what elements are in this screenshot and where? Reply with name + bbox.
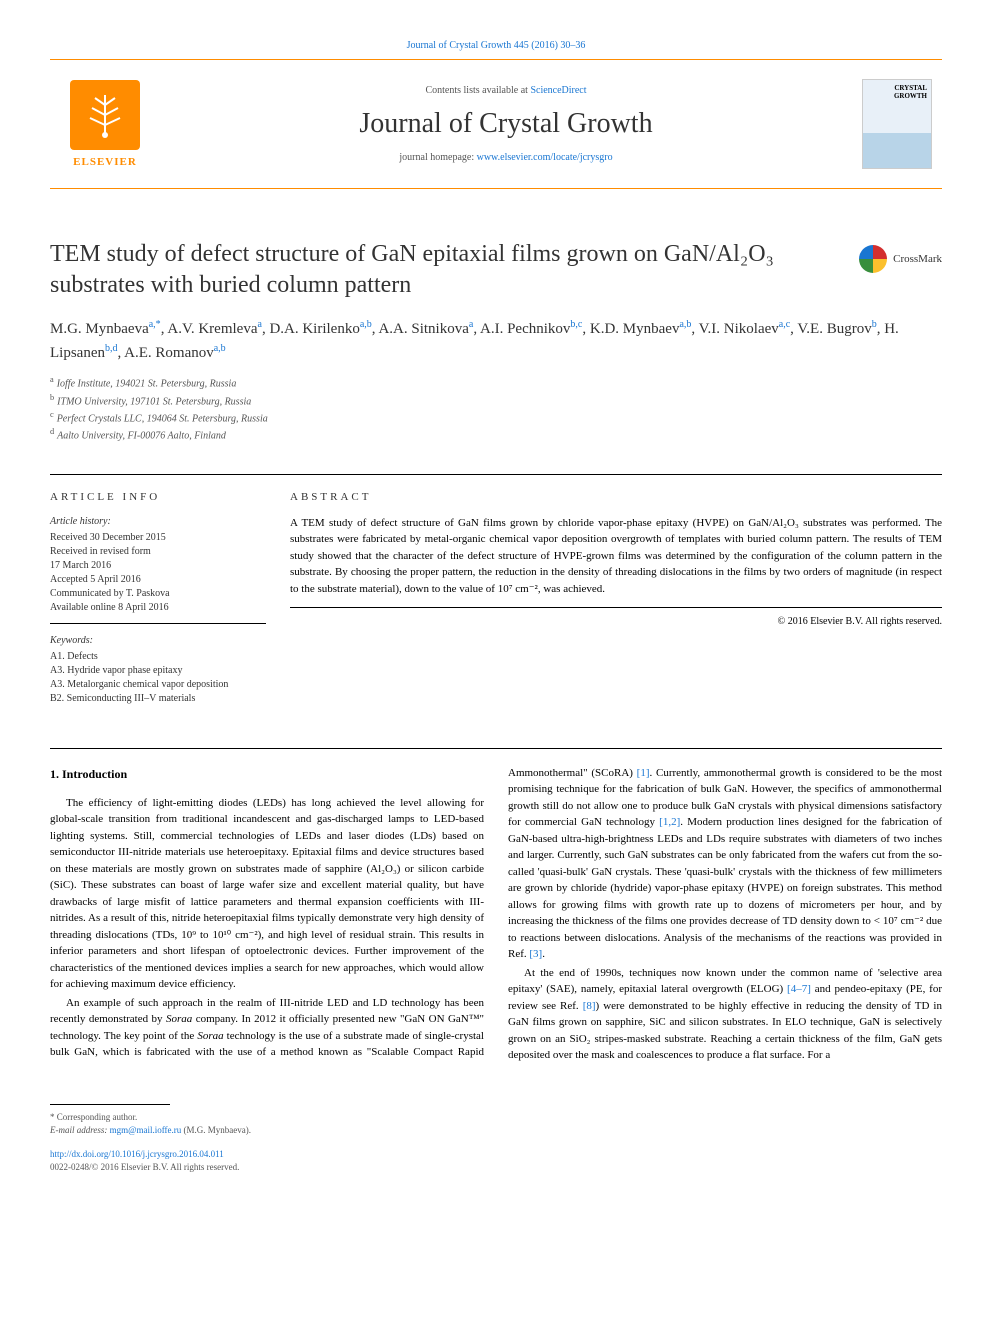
article-title: TEM study of defect structure of GaN epi…	[50, 239, 839, 301]
revised-date-2: 17 March 2016	[50, 559, 266, 573]
abstract-heading: ABSTRACT	[290, 491, 942, 503]
header-center: Contents lists available at ScienceDirec…	[160, 60, 852, 188]
keyword-3: A3. Metalorganic chemical vapor depositi…	[50, 678, 266, 692]
abstract-column: ABSTRACT A TEM study of defect structure…	[290, 491, 942, 724]
received-date: Received 30 December 2015	[50, 531, 266, 545]
email-link[interactable]: mgm@mail.ioffe.ru	[110, 1125, 182, 1135]
ref-3[interactable]: [3]	[529, 948, 542, 960]
elsevier-logo[interactable]: ELSEVIER	[50, 60, 160, 188]
intro-p1: The efficiency of light-emitting diodes …	[50, 795, 484, 993]
issn-copyright: 0022-0248/© 2016 Elsevier B.V. All right…	[50, 1161, 942, 1175]
abstract-copyright: © 2016 Elsevier B.V. All rights reserved…	[290, 616, 942, 627]
crossmark-badge[interactable]: CrossMark	[859, 245, 942, 273]
intro-p3: At the end of 1990s, techniques now know…	[508, 965, 942, 1064]
article-info-heading: ARTICLE INFO	[50, 491, 266, 503]
sciencedirect-link[interactable]: ScienceDirect	[530, 85, 586, 96]
authors-list: M.G. Mynbaevaa,*, A.V. Kremlevaa, D.A. K…	[50, 317, 942, 364]
ref-1[interactable]: [1]	[637, 767, 650, 779]
history-label: Article history:	[50, 515, 266, 529]
keywords-label: Keywords:	[50, 634, 266, 648]
keyword-4: B2. Semiconducting III–V materials	[50, 692, 266, 706]
revised-date-1: Received in revised form	[50, 545, 266, 559]
ref-8[interactable]: [8]	[583, 1000, 596, 1012]
homepage-link[interactable]: www.elsevier.com/locate/jcrysgro	[477, 152, 613, 163]
communicated-by: Communicated by T. Paskova	[50, 587, 266, 601]
section-1-heading: 1. Introduction	[50, 765, 484, 783]
body-section: 1. Introduction The efficiency of light-…	[50, 748, 942, 1064]
cover-title: CRYSTAL GROWTH	[867, 84, 927, 100]
contents-line: Contents lists available at ScienceDirec…	[425, 85, 586, 96]
journal-header-band: ELSEVIER Contents lists available at Sci…	[50, 59, 942, 189]
keyword-2: A3. Hydride vapor phase epitaxy	[50, 664, 266, 678]
journal-name: Journal of Crystal Growth	[359, 108, 652, 140]
affiliations: aIoffe Institute, 194021 St. Petersburg,…	[50, 374, 942, 443]
email-line: E-mail address: mgm@mail.ioffe.ru (M.G. …	[50, 1124, 942, 1138]
citation-header[interactable]: Journal of Crystal Growth 445 (2016) 30–…	[50, 40, 942, 51]
article-info: ARTICLE INFO Article history: Received 3…	[50, 491, 290, 724]
doi-link[interactable]: http://dx.doi.org/10.1016/j.jcrysgro.201…	[50, 1149, 224, 1159]
online-date: Available online 8 April 2016	[50, 601, 266, 615]
crossmark-label: CrossMark	[893, 253, 942, 265]
crossmark-icon	[859, 245, 887, 273]
abstract-text: A TEM study of defect structure of GaN f…	[290, 515, 942, 609]
ref-1-2[interactable]: [1,2]	[659, 816, 680, 828]
elsevier-label: ELSEVIER	[73, 156, 137, 168]
ref-4-7[interactable]: [4–7]	[787, 983, 811, 995]
corresponding-author: * Corresponding author.	[50, 1111, 942, 1125]
page-footer: * Corresponding author. E-mail address: …	[50, 1104, 942, 1175]
keyword-1: A1. Defects	[50, 650, 266, 664]
accepted-date: Accepted 5 April 2016	[50, 573, 266, 587]
elsevier-tree-icon	[70, 80, 140, 150]
journal-cover[interactable]: CRYSTAL GROWTH	[852, 60, 942, 188]
homepage-line: journal homepage: www.elsevier.com/locat…	[399, 152, 612, 163]
